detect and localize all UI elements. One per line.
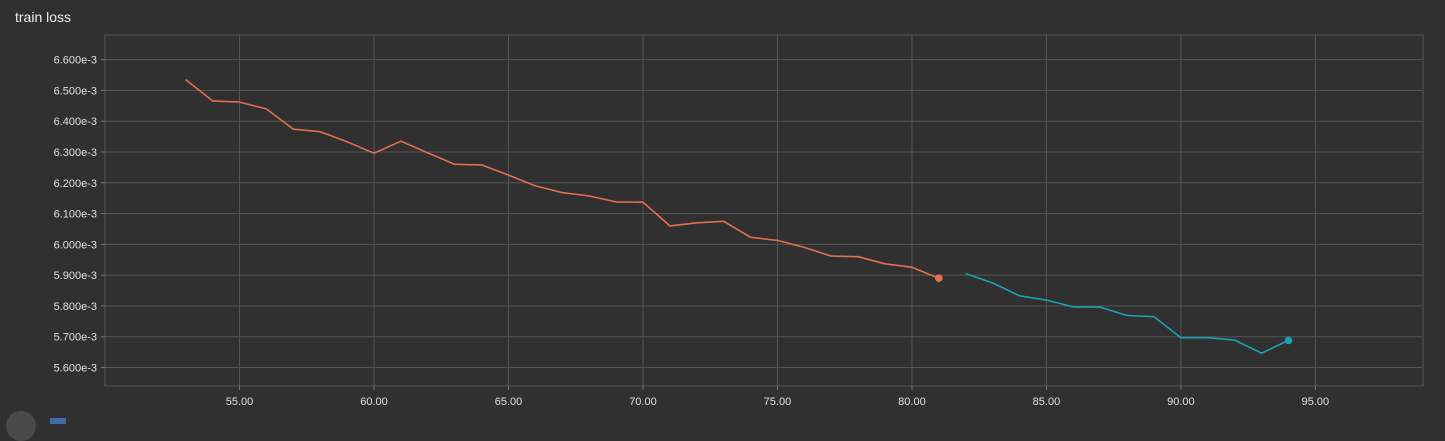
chart-title: train loss: [15, 9, 72, 25]
y-tick-label: 5.800e-3: [54, 301, 97, 313]
x-tick-label: 55.00: [226, 396, 254, 408]
toggle-circle-button[interactable]: [6, 411, 36, 441]
y-tick-label: 6.400e-3: [54, 116, 97, 128]
x-tick-label: 85.00: [1033, 396, 1061, 408]
y-tick-label: 6.300e-3: [54, 147, 97, 159]
x-tick-label: 65.00: [495, 396, 523, 408]
y-tick-label: 5.700e-3: [54, 332, 97, 344]
series-line-2: [965, 272, 1289, 354]
y-tick-label: 6.200e-3: [54, 178, 97, 190]
plot-frame: [104, 34, 1424, 387]
y-tick-label: 6.600e-3: [54, 55, 97, 67]
y-axis: 5.600e-3 5.700e-3 5.800e-3 5.900e-3 6.000e-3…: [54, 55, 105, 375]
x-axis: 55.00 60.00 65.00 70.00 75.00 80.00 85.00 90.00…: [226, 386, 1329, 408]
series-line-1: [185, 78, 940, 279]
x-tick-label: 80.00: [898, 396, 926, 408]
series-end-point-1[interactable]: [935, 274, 943, 283]
x-tick-label: 60.00: [360, 396, 388, 408]
train-loss-chart: 5.600e-3 5.700e-3 5.800e-3 5.900e-3 6.000e-3…: [54, 34, 1424, 408]
y-tick-label: 6.000e-3: [54, 239, 97, 251]
y-tick-label: 6.500e-3: [54, 85, 97, 97]
x-tick-label: 70.00: [629, 396, 657, 408]
x-tick-label: 90.00: [1167, 396, 1195, 408]
color-swatch[interactable]: [50, 418, 66, 424]
y-tick-label: 5.900e-3: [54, 270, 97, 282]
series-end-point-2[interactable]: [1284, 336, 1293, 345]
y-tick-label: 6.100e-3: [54, 209, 97, 221]
x-tick-label: 95.00: [1302, 396, 1330, 408]
grid-lines: [105, 35, 1423, 386]
x-tick-label: 75.00: [764, 396, 792, 408]
series-group: [185, 78, 1293, 354]
y-tick-label: 5.600e-3: [54, 363, 97, 375]
